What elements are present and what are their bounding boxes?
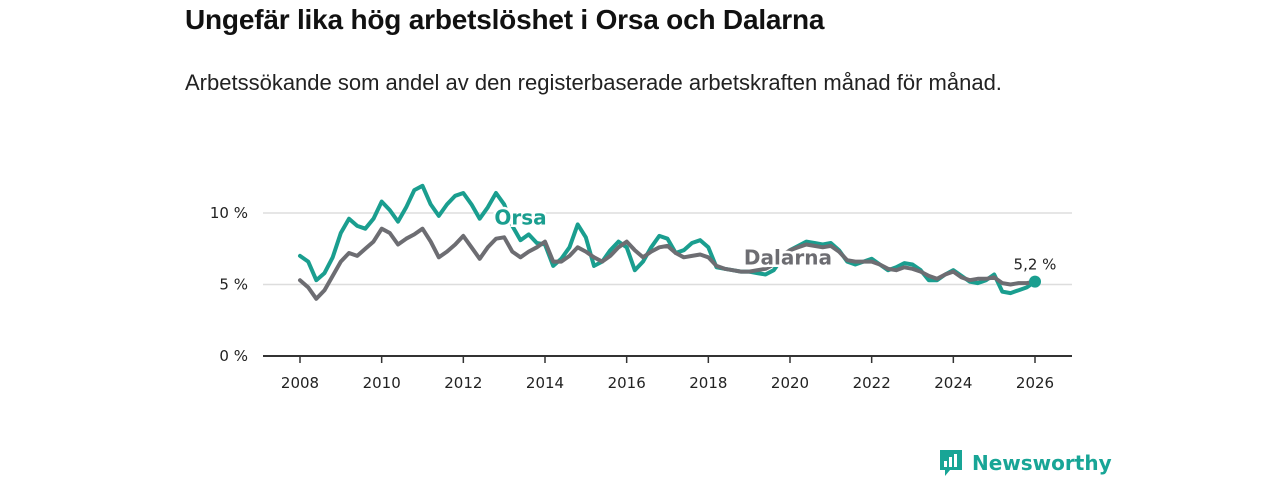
x-tick-label: 2026 bbox=[1016, 374, 1054, 392]
series-lines bbox=[298, 183, 1041, 301]
end-point-marker bbox=[1029, 275, 1041, 288]
newsworthy-logo: Newsworthy bbox=[938, 449, 1112, 477]
line-chart: 0 %5 %10 % 2008 2010 2012 2014 2016 2018 2020 2… bbox=[210, 183, 1072, 392]
x-tick-label: 2022 bbox=[853, 374, 891, 392]
y-tick-label: 5 % bbox=[219, 276, 248, 294]
x-tick-label: 2014 bbox=[526, 374, 564, 392]
series-label-orsa: Orsa bbox=[494, 205, 546, 229]
x-tick-label: 2024 bbox=[934, 374, 972, 392]
y-tick-label: 0 % bbox=[219, 347, 248, 365]
x-tick-label: 2008 bbox=[281, 374, 319, 392]
x-tick-label: 2018 bbox=[689, 374, 727, 392]
y-tick-label: 10 % bbox=[210, 204, 248, 222]
x-tick-label: 2016 bbox=[608, 374, 646, 392]
series-line-dalarna bbox=[298, 226, 1037, 301]
x-tick-label: 2010 bbox=[363, 374, 401, 392]
series-line-orsa bbox=[298, 183, 1037, 296]
x-axis: 2008 2010 2012 2014 2016 2018 2020 2022 2024 2026 bbox=[263, 355, 1072, 392]
chart-subtitle: Arbetssökande som andel av den registerb… bbox=[185, 70, 1002, 95]
end-value-label: 5,2 % bbox=[1014, 256, 1057, 274]
y-axis: 0 % 5 % 10 % bbox=[210, 204, 248, 365]
newsworthy-icon bbox=[940, 450, 962, 476]
x-tick-label: 2020 bbox=[771, 374, 809, 392]
grid-lines bbox=[263, 212, 1072, 286]
brand-name: Newsworthy bbox=[972, 451, 1112, 475]
series-label-dalarna: Dalarna bbox=[744, 245, 832, 269]
x-tick-label: 2012 bbox=[444, 374, 482, 392]
series-labels: 5,2 % Orsa Dalarna bbox=[492, 203, 1057, 274]
chart-title: Ungefär lika hög arbetslöshet i Orsa och… bbox=[185, 4, 825, 35]
